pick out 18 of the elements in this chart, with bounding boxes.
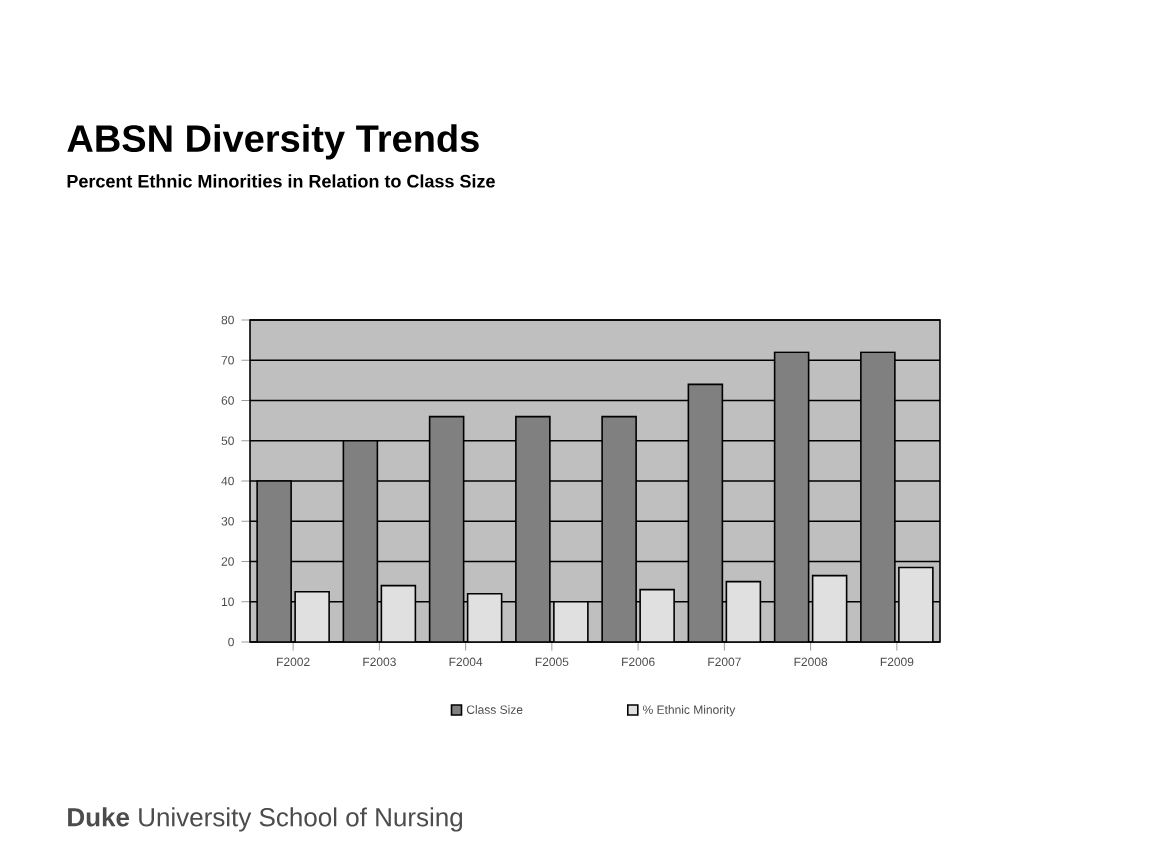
chart-subtitle: Percent Ethnic Minorities in Relation to Class Size [67,174,495,188]
bar [342,439,379,642]
bar [687,383,724,642]
bar [898,566,934,642]
bar [601,415,637,642]
chart-title: ABSN Diversity Trends [67,124,479,160]
bar [860,351,896,642]
bar [256,480,292,642]
bar [773,351,810,642]
bar [725,580,762,642]
bar [811,574,848,642]
bar [515,415,551,642]
bar [639,588,675,642]
bar [428,415,465,642]
text: Duke University School of Nursing [68,807,463,832]
bar [294,590,330,642]
bar [466,592,503,642]
bar [380,584,417,642]
